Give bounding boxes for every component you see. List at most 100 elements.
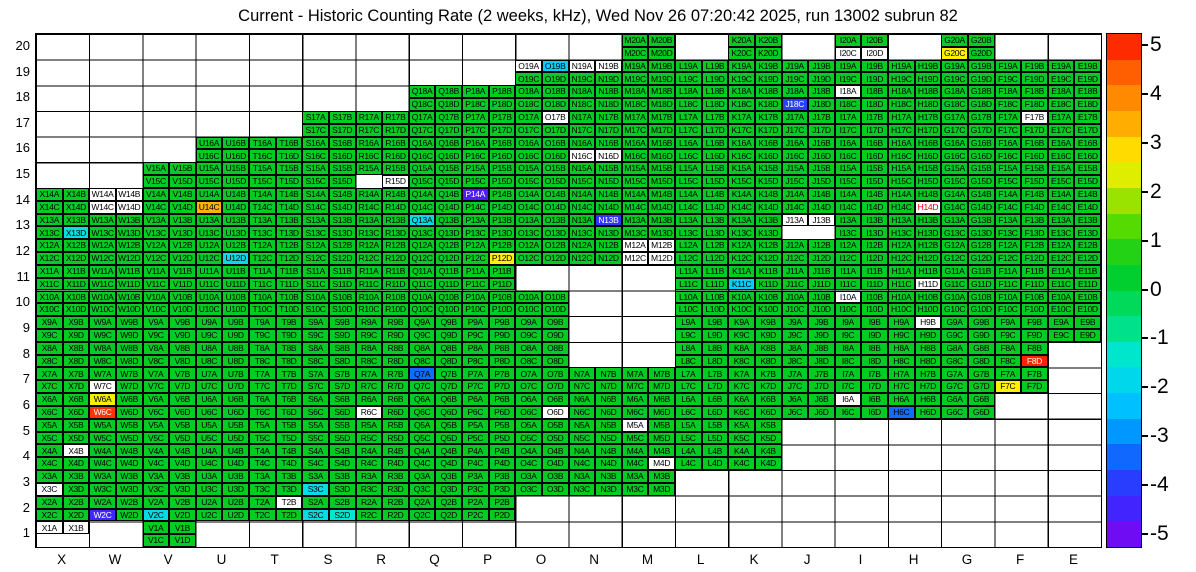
heatmap-quad-Q17C: Q17C: [408, 123, 436, 137]
heatmap-quad-U16A: U16A: [195, 136, 223, 150]
heatmap-quad-J7D: J7D: [808, 380, 835, 394]
heatmap-quad-S13A: S13A: [302, 213, 329, 227]
heatmap-quad-U9C: U9C: [195, 328, 223, 342]
heatmap-quad-N3D: N3D: [595, 482, 622, 496]
heatmap-quad-K8C: K8C: [728, 354, 755, 368]
heatmap-quad-T11A: T11A: [249, 264, 276, 278]
heatmap-quad-L16B: L16B: [701, 136, 729, 150]
heatmap-quad-Q18B: Q18B: [435, 85, 462, 99]
heatmap-quad-T9D: T9D: [275, 328, 303, 342]
heatmap-quad-K19D: K19D: [754, 72, 782, 86]
heatmap-quad-N15C: N15C: [568, 175, 596, 188]
y-tick-label-2: 2: [22, 499, 30, 515]
heatmap-quad-M19B: M19B: [648, 59, 675, 73]
heatmap-quad-K8D: K8D: [754, 354, 782, 368]
heatmap-quad-V8D: V8D: [169, 354, 196, 368]
heatmap-quad-S12D: S12D: [328, 252, 356, 265]
x-tick-label-I: I: [858, 552, 863, 567]
heatmap-quad-S3A: S3A: [302, 470, 329, 483]
heatmap-quad-N19A: N19A: [568, 59, 596, 73]
heatmap-quad-M13C: M13C: [621, 226, 649, 240]
heatmap-quad-P7A: P7A: [462, 367, 489, 381]
heatmap-quad-K16B: K16B: [754, 136, 782, 150]
heatmap-quad-R11B: R11B: [382, 264, 409, 278]
heatmap-quad-K20C: K20C: [728, 46, 755, 60]
heatmap-quad-J9B: J9B: [808, 316, 835, 329]
colorbar-band: [1107, 85, 1141, 112]
heatmap-quad-Q17B: Q17B: [435, 110, 462, 124]
heatmap-quad-G16B: G16B: [967, 136, 995, 150]
heatmap-quad-R12C: R12C: [355, 252, 383, 265]
heatmap-quad-E11C: E11C: [1047, 277, 1075, 291]
heatmap-quad-L16A: L16A: [675, 136, 702, 150]
heatmap-quad-G7A: G7A: [941, 367, 968, 381]
heatmap-quad-O6C: O6C: [515, 405, 542, 419]
heatmap-quad-L19C: L19C: [675, 72, 702, 86]
heatmap-quad-P3C: P3C: [462, 482, 489, 496]
heatmap-quad-F15D: F15D: [1021, 175, 1048, 188]
heatmap-quad-G18D: G18D: [967, 98, 995, 111]
heatmap-quad-O8D: O8D: [541, 354, 569, 368]
heatmap-quad-L8B: L8B: [701, 341, 729, 355]
heatmap-quad-L9C: L9C: [675, 328, 702, 342]
heatmap-quad-H14B: H14B: [914, 187, 942, 201]
heatmap-quad-Q11C: Q11C: [408, 277, 436, 291]
heatmap-quad-M5B: M5B: [648, 418, 675, 432]
heatmap-quad-I16D: I16D: [861, 149, 888, 163]
heatmap-quad-O4C: O4C: [515, 457, 542, 471]
heatmap-quad-I20D: I20D: [861, 46, 888, 60]
heatmap-quad-R2B: R2B: [382, 495, 409, 509]
heatmap-quad-X9B: X9B: [62, 316, 90, 329]
heatmap-quad-O17D: O17D: [541, 123, 569, 137]
heatmap-quad-F14B: F14B: [1021, 187, 1048, 201]
heatmap-quad-Q14A: Q14A: [408, 187, 436, 201]
heatmap-quad-T14C: T14C: [249, 200, 276, 214]
heatmap-quad-L14A: L14A: [675, 187, 702, 201]
heatmap-quad-E18A: E18A: [1047, 85, 1075, 99]
heatmap-quad-P11C: P11C: [462, 277, 489, 291]
heatmap-quad-O12A: O12A: [515, 239, 542, 252]
heatmap-quad-I15B: I15B: [861, 162, 888, 176]
heatmap-quad-U15D: U15D: [222, 175, 249, 188]
heatmap-quad-V10C: V10C: [142, 303, 170, 317]
heatmap-quad-U11A: U11A: [195, 264, 223, 278]
heatmap-quad-M13B: M13B: [648, 213, 675, 227]
heatmap-quad-P3A: P3A: [462, 470, 489, 483]
heatmap-quad-J18A: J18A: [781, 85, 809, 99]
heatmap-quad-U5B: U5B: [222, 418, 249, 432]
colorbar-tick: [1141, 288, 1148, 291]
heatmap-quad-J11C: J11C: [781, 277, 809, 291]
heatmap-quad-W8D: W8D: [115, 354, 143, 368]
heatmap-quad-K6A: K6A: [728, 393, 755, 406]
heatmap-quad-I16C: I16C: [834, 149, 862, 163]
x-tick-label-W: W: [108, 552, 122, 567]
heatmap-quad-T10A: T10A: [249, 290, 276, 304]
heatmap-quad-T6C: T6C: [249, 405, 276, 419]
heatmap-quad-W12A: W12A: [89, 239, 116, 252]
heatmap-quad-Q7B: Q7B: [435, 367, 462, 381]
heatmap-quad-O16C: O16C: [515, 149, 542, 163]
heatmap-quad-G15B: G15B: [967, 162, 995, 176]
heatmap-quad-I13A: I13A: [834, 213, 862, 227]
heatmap-quad-W7C: W7C: [89, 380, 116, 394]
heatmap-quad-J12C: J12C: [781, 252, 809, 265]
heatmap-quad-J8C: J8C: [781, 354, 809, 368]
heatmap-quad-M16D: M16D: [648, 149, 675, 163]
heatmap-quad-E10B: E10B: [1074, 290, 1101, 304]
heatmap-quad-U9D: U9D: [222, 328, 249, 342]
heatmap-quad-P5A: P5A: [462, 418, 489, 432]
heatmap-quad-X11D: X11D: [62, 277, 90, 291]
x-tick-label-L: L: [696, 552, 705, 567]
heatmap-quad-X5A: X5A: [36, 418, 63, 432]
colorbar-band: [1107, 239, 1141, 266]
heatmap-quad-R9A: R9A: [355, 316, 383, 329]
heatmap-quad-P8D: P8D: [488, 354, 516, 368]
heatmap-quad-I14A: I14A: [834, 187, 862, 201]
heatmap-quad-J9A: J9A: [781, 316, 809, 329]
heatmap-quad-F12C: F12C: [994, 252, 1022, 265]
heatmap-quad-X12C: X12C: [36, 252, 63, 265]
heatmap-quad-K5C: K5C: [728, 431, 755, 445]
heatmap-quad-M20B: M20B: [648, 34, 675, 47]
heatmap-quad-T3C: T3C: [249, 482, 276, 496]
heatmap-quad-S9C: S9C: [302, 328, 329, 342]
